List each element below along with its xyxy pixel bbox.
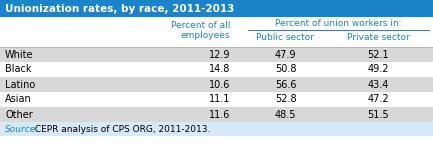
Text: 56.6: 56.6 (275, 79, 296, 89)
Text: Public sector: Public sector (256, 34, 314, 43)
Bar (0, 122, 433, 136)
Bar (0, 0, 433, 17)
Text: Unionization rates, by race, 2011-2013: Unionization rates, by race, 2011-2013 (5, 4, 234, 14)
Text: 47.2: 47.2 (367, 95, 389, 105)
Text: 10.6: 10.6 (209, 79, 230, 89)
Text: 14.8: 14.8 (209, 65, 230, 75)
Text: Source:: Source: (5, 124, 39, 134)
Bar (0, 77, 433, 92)
Text: Percent of all: Percent of all (171, 22, 230, 30)
Text: Latino: Latino (5, 79, 35, 89)
Bar (0, 107, 433, 122)
Text: 51.5: 51.5 (367, 109, 389, 120)
Text: White: White (5, 49, 33, 59)
Text: Asian: Asian (5, 95, 32, 105)
Text: Percent of union workers in:: Percent of union workers in: (275, 20, 402, 28)
Text: 11.6: 11.6 (209, 109, 230, 120)
Text: 43.4: 43.4 (367, 79, 389, 89)
Text: 50.8: 50.8 (275, 65, 296, 75)
Text: 11.1: 11.1 (209, 95, 230, 105)
Text: Black: Black (5, 65, 32, 75)
Text: 48.5: 48.5 (275, 109, 296, 120)
Text: 47.9: 47.9 (275, 49, 296, 59)
Text: employees: employees (181, 32, 230, 41)
Text: 52.1: 52.1 (367, 49, 389, 59)
Text: CEPR analysis of CPS ORG, 2011-2013.: CEPR analysis of CPS ORG, 2011-2013. (32, 124, 210, 134)
Bar (0, 17, 433, 47)
Text: Other: Other (5, 109, 33, 120)
Text: Private sector: Private sector (347, 34, 409, 43)
Text: 52.8: 52.8 (275, 95, 296, 105)
Bar (0, 92, 433, 107)
Bar (0, 47, 433, 62)
Bar (0, 62, 433, 77)
Text: 12.9: 12.9 (209, 49, 230, 59)
Text: 49.2: 49.2 (367, 65, 389, 75)
